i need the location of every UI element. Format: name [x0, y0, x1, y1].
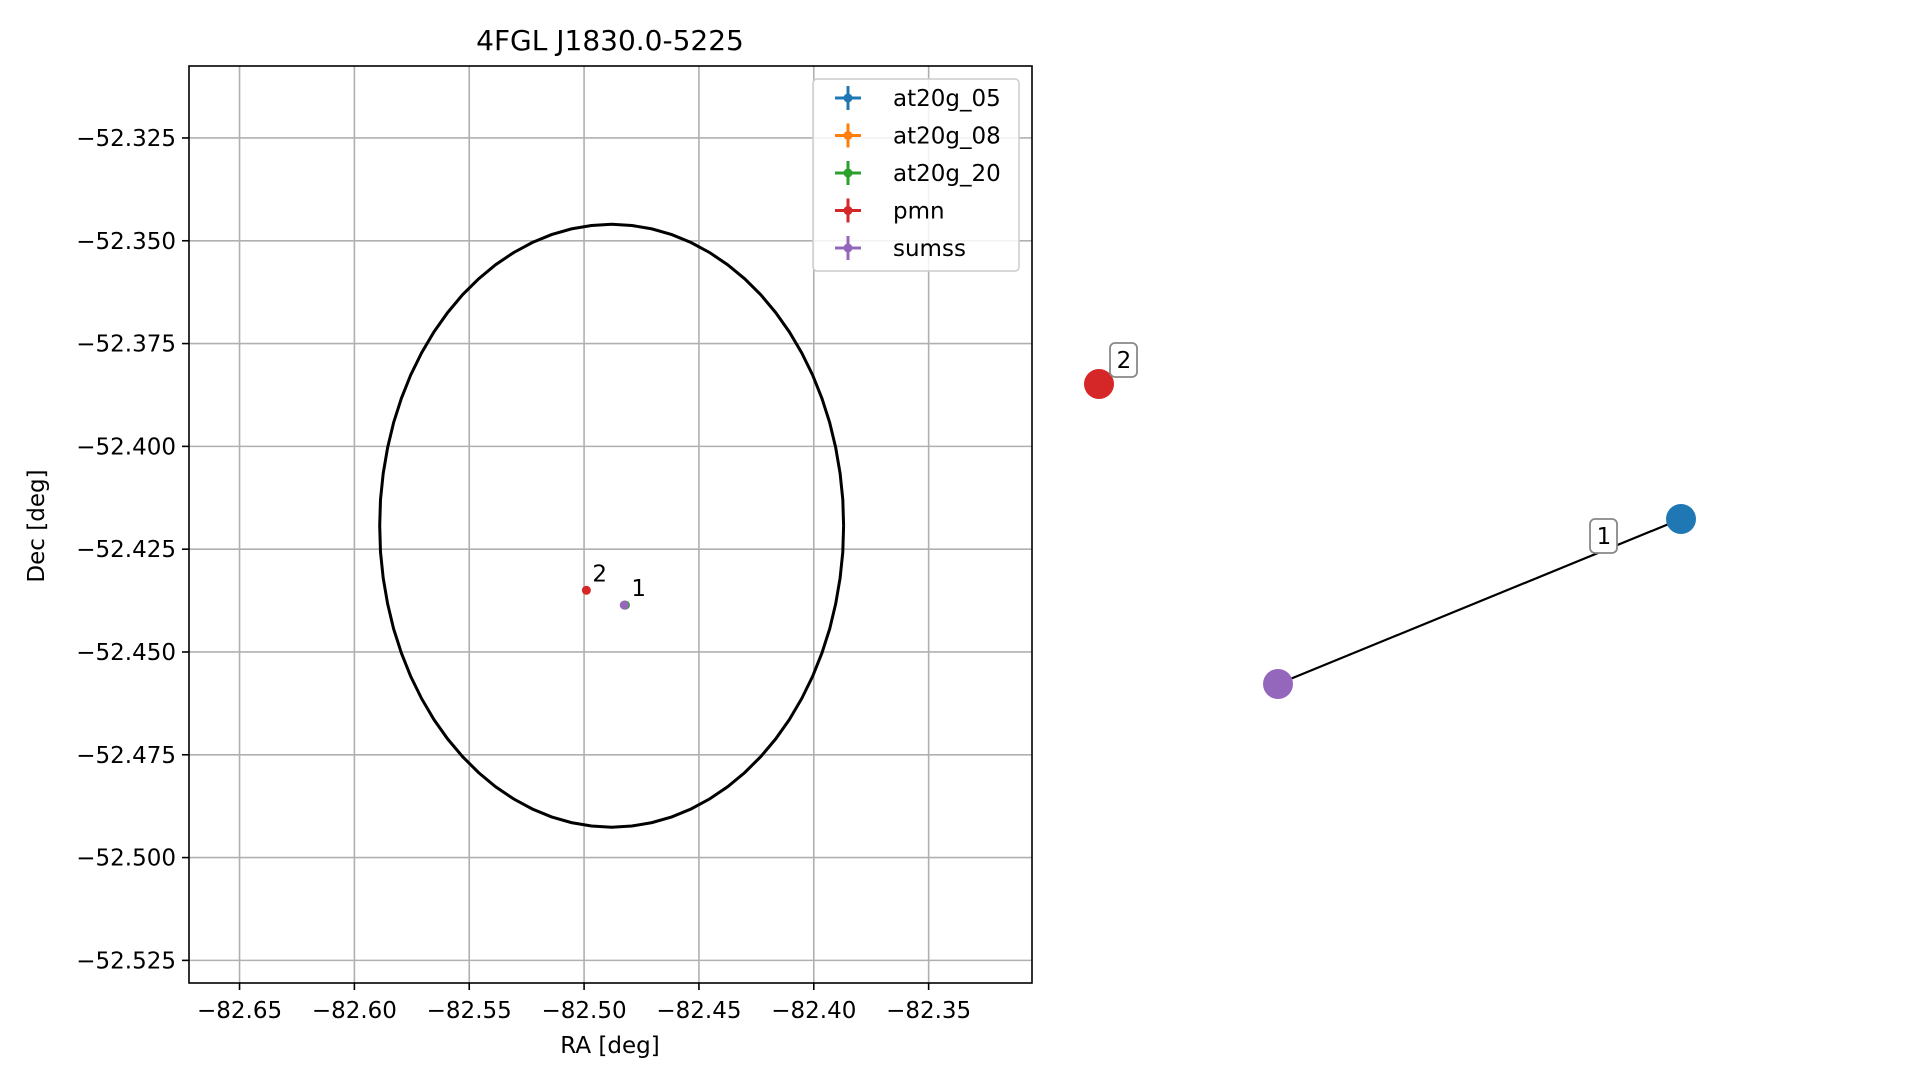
legend-marker-dot — [843, 93, 853, 103]
y-tick-label: −52.425 — [76, 537, 176, 563]
legend-label: at20g_05 — [893, 86, 1001, 112]
point-label: 2 — [592, 561, 607, 587]
y-tick-label: −52.500 — [76, 846, 176, 872]
x-tick-label: −82.45 — [656, 998, 741, 1024]
x-tick-label: −82.35 — [886, 998, 971, 1024]
x-tick-label: −82.60 — [312, 998, 397, 1024]
localization-ellipse — [378, 222, 846, 829]
scatter-panel: −82.65 −82.60 −82.55 −82.50 −82.45 −82.40 −82.… — [24, 24, 1033, 1059]
x-tick-label: −82.65 — [197, 998, 282, 1024]
y-tick-label: −52.350 — [76, 229, 176, 255]
edge-label: 1 — [1597, 524, 1612, 550]
legend-label: at20g_20 — [893, 161, 1001, 187]
legend-label: sumss — [893, 236, 966, 262]
point-sumss — [619, 600, 629, 610]
source-points — [581, 585, 630, 610]
legend-box — [812, 78, 1020, 272]
legend-marker-dot — [843, 243, 853, 253]
edge-label-box — [1589, 518, 1618, 554]
y-axis-label: Dec [deg] — [24, 469, 50, 582]
y-axis-ticks: −52.325 −52.350 −52.375 −52.400 −52.425 −52.4… — [76, 126, 189, 974]
network-node-sumss — [1263, 669, 1293, 699]
point-pmn — [581, 585, 591, 595]
x-tick-label: −82.50 — [542, 998, 627, 1024]
legend-label: pmn — [893, 199, 945, 225]
axes-frame — [188, 65, 1033, 984]
node-label-box — [1109, 342, 1138, 378]
x-axis-label: RA [deg] — [560, 1033, 659, 1059]
point-labels: 21 — [592, 561, 646, 602]
node-label: 2 — [1117, 348, 1132, 374]
legend-marker-dot — [843, 206, 853, 215]
grid-layer — [189, 66, 1032, 983]
y-tick-label: −52.475 — [76, 743, 176, 769]
y-tick-label: −52.525 — [76, 948, 176, 974]
network-node-pmn — [1084, 369, 1114, 399]
legend-label: at20g_08 — [893, 124, 1001, 150]
x-axis-ticks: −82.65 −82.60 −82.55 −82.50 −82.45 −82.40 −82.… — [197, 983, 971, 1024]
network-panel: 1 2 — [1084, 342, 1696, 699]
x-tick-label: −82.40 — [771, 998, 856, 1024]
point-label: 1 — [631, 576, 646, 602]
y-tick-label: −52.450 — [76, 640, 176, 666]
network-node-at20g-05 — [1666, 504, 1696, 534]
chart-title: 4FGL J1830.0-5225 — [476, 24, 744, 57]
legend-marker-dot — [843, 168, 853, 178]
y-tick-label: −52.325 — [76, 126, 176, 152]
y-tick-label: −52.375 — [76, 332, 176, 358]
legend-marker-dot — [843, 131, 853, 140]
y-tick-label: −52.400 — [76, 434, 176, 460]
x-tick-label: −82.55 — [427, 998, 512, 1024]
